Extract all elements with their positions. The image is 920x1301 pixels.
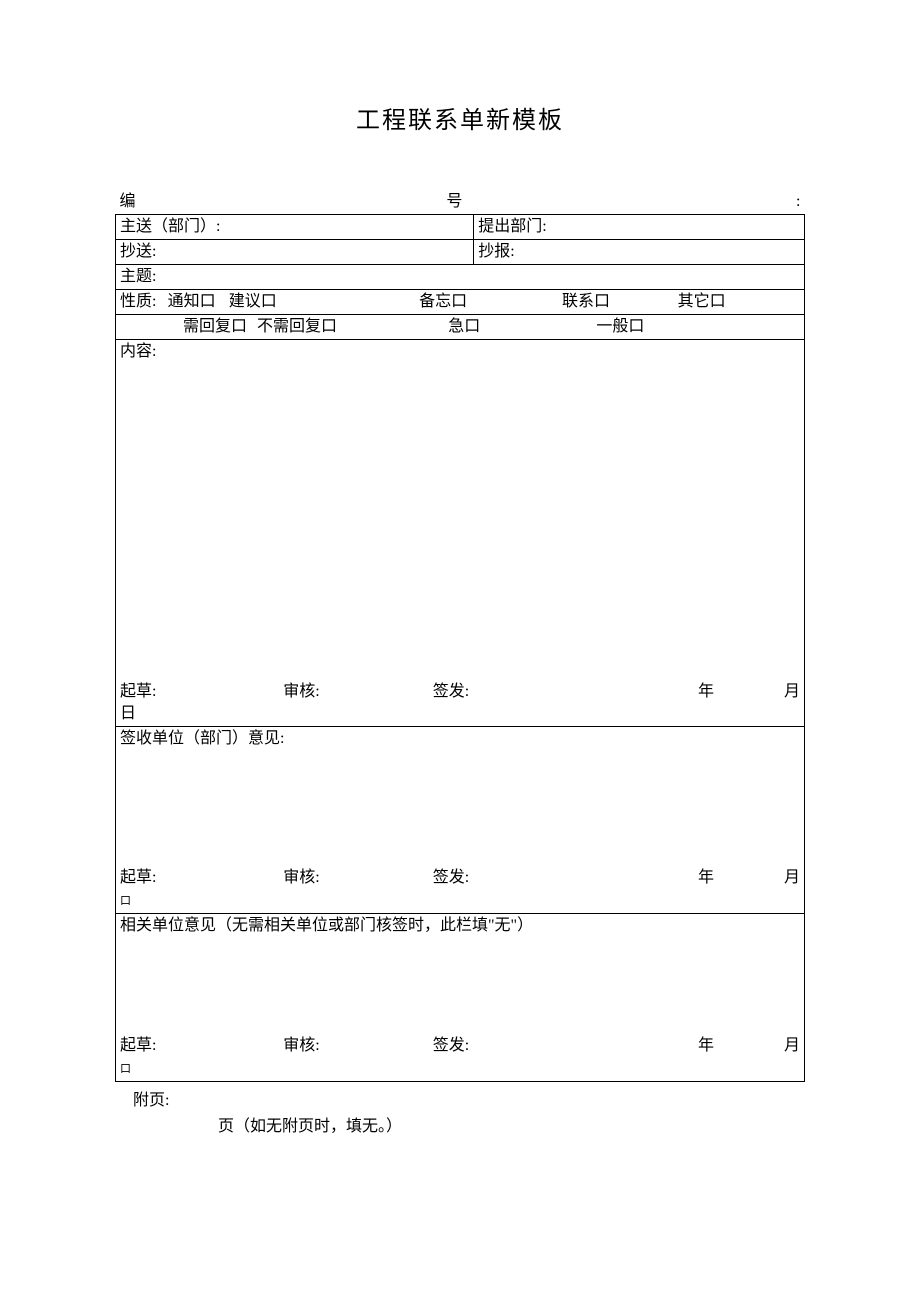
content-label: 内容: bbox=[120, 343, 156, 360]
footer-line1: 附页: bbox=[133, 1088, 805, 1114]
urgent[interactable]: 急口 bbox=[448, 316, 596, 338]
day-2-small: 口 bbox=[120, 895, 131, 907]
month-3: 月 bbox=[766, 1035, 800, 1057]
year-1: 年 bbox=[698, 681, 766, 703]
issue-2: 签发: bbox=[433, 867, 698, 889]
page-title: 工程联系单新模板 bbox=[115, 100, 805, 135]
cell-opinion-1[interactable]: 签收单位（部门）意见: bbox=[116, 726, 805, 866]
nature-label: 性质: bbox=[120, 291, 168, 313]
normal[interactable]: 一般口 bbox=[596, 316, 800, 338]
month-1: 月 bbox=[766, 681, 800, 703]
day-1: 日 bbox=[120, 705, 136, 722]
reply-need[interactable]: 需回复口 bbox=[183, 316, 257, 338]
nature-contact[interactable]: 联系口 bbox=[562, 291, 678, 313]
row-nature: 性质: 通知口 建议口 备忘口 联系口 其它口 bbox=[116, 290, 805, 315]
nature-notice[interactable]: 通知口 bbox=[168, 291, 229, 313]
row-opinion-1: 签收单位（部门）意见: bbox=[116, 726, 805, 866]
cell-subject[interactable]: 主题: bbox=[116, 265, 805, 290]
row-sendto: 主送（部门）: 提出部门: bbox=[116, 215, 805, 240]
cell-opinion-2[interactable]: 相关单位意见（无需相关单位或部门核签时，此栏填"无"） bbox=[116, 914, 805, 1034]
cell-reply[interactable]: 需回复口 不需回复口 急口 一般口 bbox=[116, 315, 805, 340]
review-1: 审核: bbox=[283, 681, 433, 703]
row-content: 内容: bbox=[116, 340, 805, 680]
draft-1: 起草: bbox=[120, 681, 283, 703]
cell-ccreport[interactable]: 抄报: bbox=[474, 240, 805, 265]
cell-sign-3[interactable]: 起草: 审核: 签发: 年 月 口 bbox=[116, 1034, 805, 1082]
reply-noneed[interactable]: 不需回复口 bbox=[257, 316, 448, 338]
cell-ccsend[interactable]: 抄送: bbox=[116, 240, 474, 265]
nature-suggest[interactable]: 建议口 bbox=[229, 291, 419, 313]
number-left-label: 编 bbox=[120, 191, 447, 213]
nature-memo[interactable]: 备忘口 bbox=[419, 291, 562, 313]
year-2: 年 bbox=[698, 867, 766, 889]
day-3-small: 口 bbox=[120, 1063, 131, 1075]
year-3: 年 bbox=[698, 1035, 766, 1057]
cell-content[interactable]: 内容: bbox=[116, 340, 805, 680]
opinion1-label: 签收单位（部门）意见: bbox=[120, 730, 284, 747]
nature-other[interactable]: 其它口 bbox=[678, 291, 800, 313]
row-sign-1: 起草: 审核: 签发: 年 月 日 bbox=[116, 680, 805, 727]
cell-sign-1[interactable]: 起草: 审核: 签发: 年 月 日 bbox=[116, 680, 805, 727]
issue-3: 签发: bbox=[433, 1035, 698, 1057]
issue-1: 签发: bbox=[433, 681, 698, 703]
draft-3: 起草: bbox=[120, 1035, 283, 1057]
cell-nature[interactable]: 性质: 通知口 建议口 备忘口 联系口 其它口 bbox=[116, 290, 805, 315]
row-cc: 抄送: 抄报: bbox=[116, 240, 805, 265]
footer-line2: 页（如无附页时，填无。） bbox=[133, 1114, 805, 1140]
row-subject: 主题: bbox=[116, 265, 805, 290]
review-3: 审核: bbox=[283, 1035, 433, 1057]
footer: 附页: 页（如无附页时，填无。） bbox=[115, 1088, 805, 1140]
row-reply: 需回复口 不需回复口 急口 一般口 bbox=[116, 315, 805, 340]
cell-sign-2[interactable]: 起草: 审核: 签发: 年 月 口 bbox=[116, 866, 805, 914]
row-sign-3: 起草: 审核: 签发: 年 月 口 bbox=[116, 1034, 805, 1082]
cell-sendto[interactable]: 主送（部门）: bbox=[116, 215, 474, 240]
row-sign-2: 起草: 审核: 签发: 年 月 口 bbox=[116, 866, 805, 914]
number-colon: : bbox=[474, 191, 801, 213]
row-opinion-2: 相关单位意见（无需相关单位或部门核签时，此栏填"无"） bbox=[116, 914, 805, 1034]
cell-propose[interactable]: 提出部门: bbox=[474, 215, 805, 240]
form-table: 编 号 : 主送（部门）: 提出部门: 抄送: 抄报: 主题: 性质: 通知口 … bbox=[115, 190, 805, 1082]
opinion2-label: 相关单位意见（无需相关单位或部门核签时，此栏填"无"） bbox=[120, 917, 533, 934]
draft-2: 起草: bbox=[120, 867, 283, 889]
number-mid-label: 号 bbox=[446, 191, 473, 213]
row-number: 编 号 : bbox=[116, 190, 805, 215]
review-2: 审核: bbox=[283, 867, 433, 889]
month-2: 月 bbox=[766, 867, 800, 889]
